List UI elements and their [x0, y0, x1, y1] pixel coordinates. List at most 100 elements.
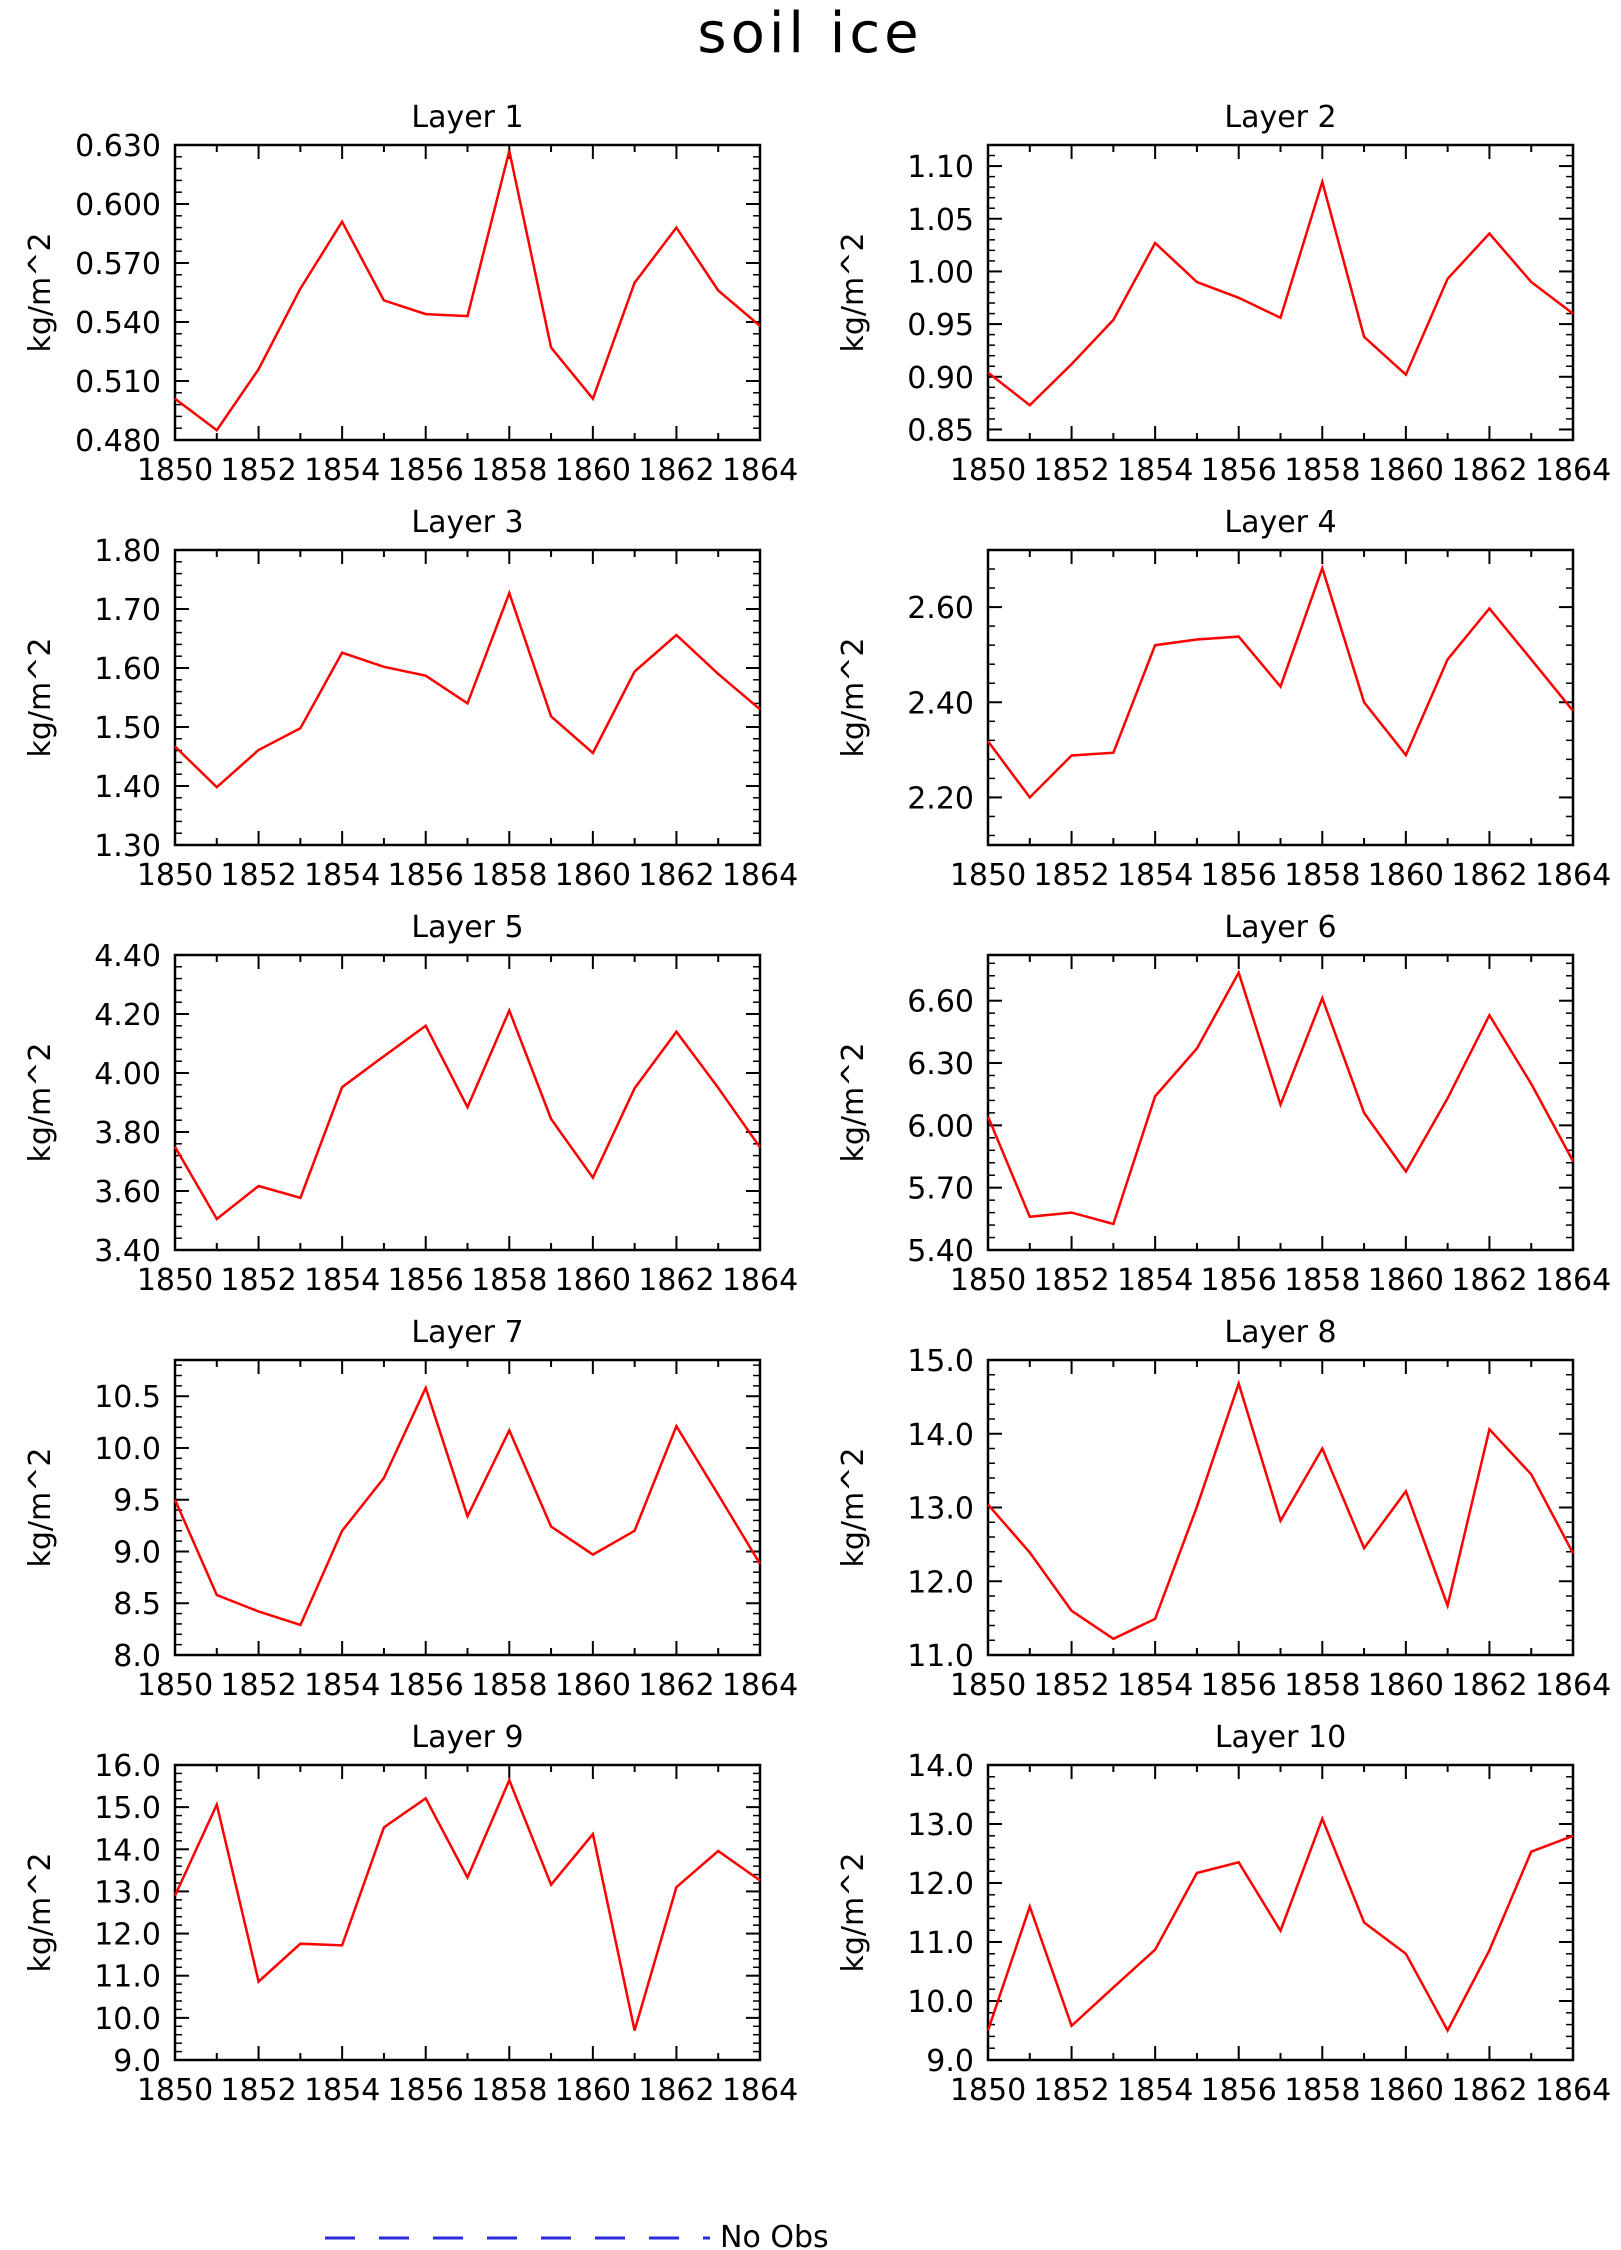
plot-frame: [986, 1358, 1575, 1657]
x-tick-label: 1864: [1535, 1263, 1611, 1298]
x-tick-label: 1860: [1368, 2073, 1444, 2108]
x-tick-label: 1860: [1368, 1668, 1444, 1703]
x-tick-label: 1860: [555, 2073, 631, 2108]
panel-title: Layer 3: [411, 505, 523, 540]
x-tick-label: 1856: [1201, 453, 1277, 488]
x-tick-label: 1856: [1201, 1263, 1277, 1298]
y-tick-label: 10.5: [94, 1380, 161, 1415]
y-tick-label: 13.0: [94, 1875, 161, 1910]
x-tick-label: 1860: [1368, 858, 1444, 893]
y-tick-label: 8.5: [113, 1587, 161, 1622]
x-tick-label: 1854: [304, 858, 380, 893]
y-tick-label: 1.60: [94, 652, 161, 687]
y-tick-label: 13.0: [907, 1808, 974, 1843]
x-tick-label: 1854: [1117, 1668, 1193, 1703]
x-tick-label: 1864: [722, 1263, 798, 1298]
x-tick-label: 1858: [1284, 858, 1360, 893]
y-tick-label: 1.50: [94, 711, 161, 746]
x-tick-label: 1858: [1284, 2073, 1360, 2108]
x-tick-label: 1850: [950, 1263, 1026, 1298]
x-tick-label: 1862: [638, 2073, 714, 2108]
y-tick-label: 9.0: [113, 2044, 161, 2079]
plot-frame: [986, 143, 1575, 442]
y-tick-label: 4.20: [94, 998, 161, 1033]
y-axis-label: kg/m^2: [836, 233, 871, 353]
x-tick-label: 1858: [471, 1668, 547, 1703]
x-tick-label: 1850: [137, 1668, 213, 1703]
x-tick-label: 1862: [638, 1263, 714, 1298]
y-tick-label: 10.0: [94, 1432, 161, 1467]
x-tick-label: 1850: [950, 2073, 1026, 2108]
x-tick-label: 1850: [137, 1263, 213, 1298]
y-tick-label: 5.70: [907, 1172, 974, 1207]
y-tick-label: 0.570: [75, 247, 161, 282]
plot-frame: [173, 548, 762, 847]
y-tick-label: 8.0: [113, 1639, 161, 1674]
y-tick-label: 0.510: [75, 365, 161, 400]
x-tick-label: 1858: [1284, 1263, 1360, 1298]
y-tick-label: 9.0: [926, 2044, 974, 2079]
plot-frame: [173, 1358, 762, 1657]
x-tick-label: 1850: [137, 858, 213, 893]
y-tick-label: 14.0: [94, 1833, 161, 1868]
y-tick-label: 3.60: [94, 1175, 161, 1210]
x-tick-label: 1854: [304, 2073, 380, 2108]
series-line: [987, 177, 1574, 407]
y-tick-label: 0.630: [75, 129, 161, 164]
x-tick-label: 1856: [1201, 858, 1277, 893]
x-tick-label: 1856: [388, 1668, 464, 1703]
y-tick-label: 11.0: [907, 1639, 974, 1674]
panel-title: Layer 1: [411, 100, 523, 135]
x-tick-label: 1862: [1451, 2073, 1527, 2108]
y-tick-label: 11.0: [94, 1960, 161, 1995]
x-tick-label: 1864: [722, 858, 798, 893]
series-line: [174, 589, 761, 789]
panel-title: Layer 9: [411, 1720, 523, 1755]
x-tick-label: 1850: [950, 1668, 1026, 1703]
y-tick-label: 12.0: [94, 1918, 161, 1953]
x-tick-label: 1860: [1368, 1263, 1444, 1298]
y-axis-label: kg/m^2: [23, 1853, 58, 1973]
x-tick-label: 1860: [555, 1668, 631, 1703]
x-tick-label: 1854: [304, 1668, 380, 1703]
x-tick-label: 1852: [220, 858, 296, 893]
y-tick-label: 0.90: [907, 361, 974, 396]
y-tick-label: 4.40: [94, 939, 161, 974]
y-axis-label: kg/m^2: [836, 1853, 871, 1973]
y-tick-label: 2.60: [907, 591, 974, 626]
y-tick-label: 15.0: [94, 1791, 161, 1826]
legend: No Obs: [325, 2220, 829, 2250]
x-tick-label: 1858: [471, 1263, 547, 1298]
y-axis-label: kg/m^2: [23, 638, 58, 758]
x-tick-label: 1862: [638, 1668, 714, 1703]
y-tick-label: 0.95: [907, 308, 974, 343]
y-tick-label: 11.0: [907, 1926, 974, 1961]
x-tick-label: 1850: [137, 2073, 213, 2108]
y-tick-label: 1.00: [907, 255, 974, 290]
y-tick-label: 12.0: [907, 1565, 974, 1600]
series-line: [173, 1384, 762, 1627]
x-tick-label: 1860: [1368, 453, 1444, 488]
plot-frame: [173, 1763, 762, 2062]
y-tick-label: 0.540: [75, 306, 161, 341]
x-tick-label: 1856: [388, 453, 464, 488]
y-tick-label: 14.0: [907, 1418, 974, 1453]
y-tick-label: 0.600: [75, 188, 161, 223]
x-tick-label: 1854: [1117, 858, 1193, 893]
series-line: [174, 150, 761, 432]
y-tick-label: 1.10: [907, 150, 974, 185]
y-tick-label: 6.30: [907, 1047, 974, 1082]
x-tick-label: 1860: [555, 453, 631, 488]
y-tick-label: 9.5: [113, 1484, 161, 1519]
panel-title: Layer 6: [1224, 910, 1336, 945]
x-tick-label: 1852: [1033, 453, 1109, 488]
x-tick-label: 1852: [220, 1263, 296, 1298]
plot-frame: [986, 1763, 1575, 2062]
